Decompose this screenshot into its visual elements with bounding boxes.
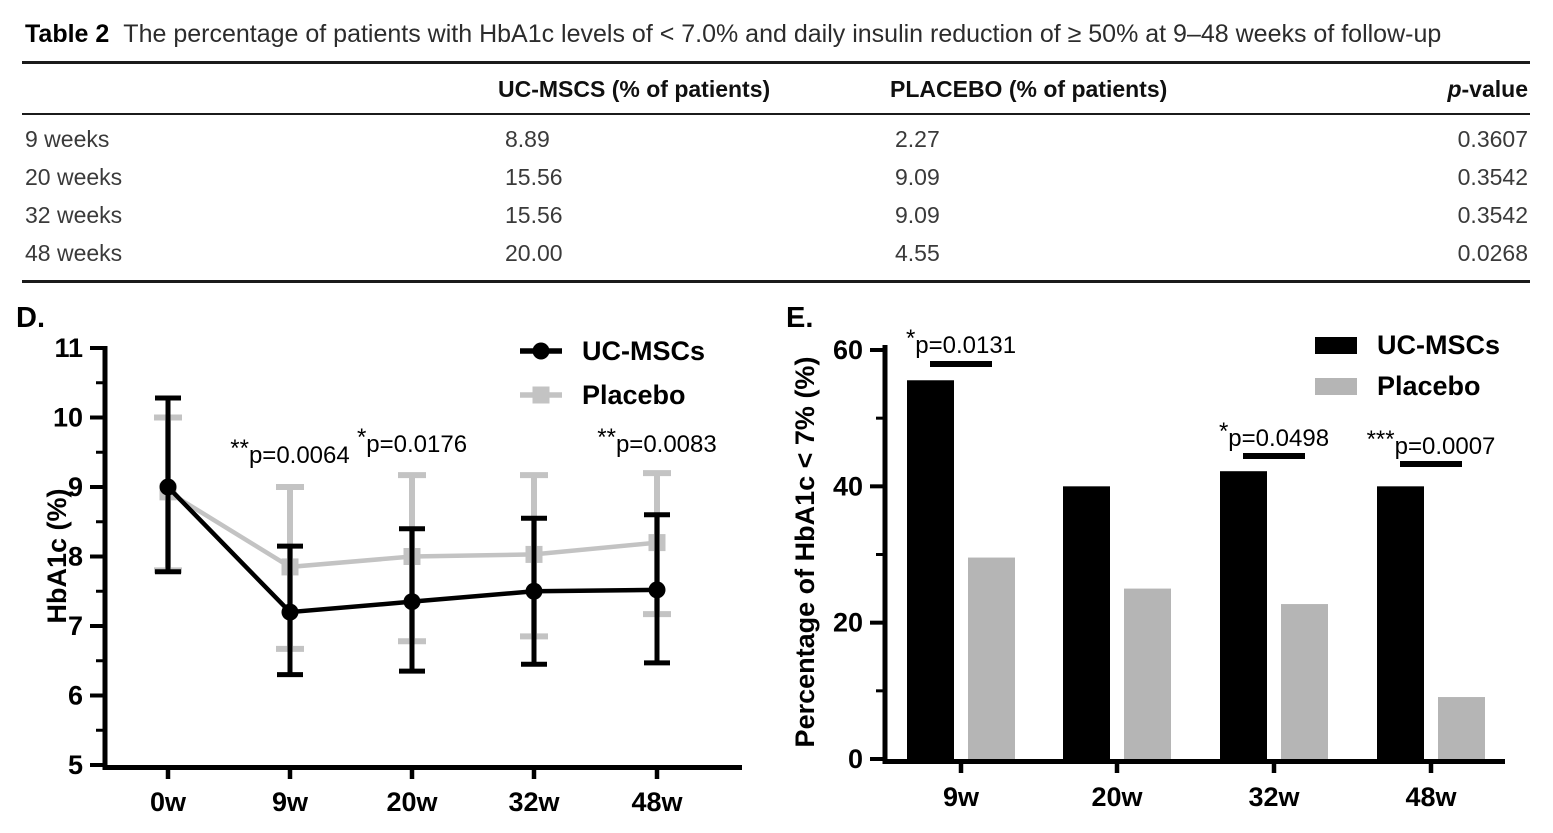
- d-data-point-circle: [281, 603, 299, 621]
- table-row: 20 weeks 15.56 9.09 0.3542: [0, 164, 1553, 194]
- e-x-tick-label: 48w: [1405, 782, 1457, 812]
- d-y-tick-label: 10: [53, 403, 83, 433]
- e-bar-placebo: [1124, 588, 1171, 759]
- d-y-tick-label: 5: [68, 750, 83, 780]
- p-value: 0.3607: [1457, 126, 1528, 152]
- ucmscs-value: 15.56: [505, 164, 563, 190]
- table-row: 9 weeks 8.89 2.27 0.3607: [0, 126, 1553, 156]
- d-data-point-circle: [403, 593, 421, 611]
- e-y-tick-label: 0: [848, 744, 863, 774]
- e-y-tick-label: 40: [833, 471, 863, 501]
- p-value: 0.0268: [1457, 240, 1528, 266]
- legend-marker-circle: [532, 342, 550, 360]
- p-rest: -value: [1461, 76, 1528, 102]
- table-rule-mid: [22, 113, 1530, 115]
- legend-label: Placebo: [582, 380, 686, 410]
- d-data-point-circle: [525, 582, 543, 600]
- legend-label: UC-MSCs: [582, 336, 705, 366]
- table-rule-bottom: [22, 280, 1530, 283]
- placebo-value: 4.55: [895, 240, 940, 266]
- d-y-tick-label: 8: [68, 542, 83, 572]
- row-label: 20 weeks: [25, 164, 123, 190]
- e-bar-ucmscs: [1377, 486, 1424, 759]
- e-y-tick-label: 20: [833, 608, 863, 638]
- table-title-text: The percentage of patients with HbA1c le…: [123, 20, 1442, 48]
- table-rule-top: [22, 61, 1530, 64]
- legend-swatch: [1315, 378, 1357, 395]
- d-y-axis-label: HbA1c (%): [42, 488, 72, 623]
- e-x-tick-label: 9w: [943, 782, 980, 812]
- table-row: 32 weeks 15.56 9.09 0.3542: [0, 202, 1553, 232]
- d-pvalue-annotation: **p=0.0083: [597, 424, 716, 458]
- e-bar-ucmscs: [1063, 486, 1110, 759]
- e-pvalue-annotation: *p=0.0131: [906, 325, 1016, 359]
- p-italic: p: [1447, 76, 1462, 102]
- panel-d-label: D.: [16, 302, 45, 334]
- p-value: 0.3542: [1457, 164, 1528, 190]
- e-axes: [882, 345, 1505, 764]
- d-pvalue-annotation: **p=0.0064: [230, 435, 349, 469]
- e-y-tick-label: 60: [833, 335, 863, 365]
- column-header-placebo: PLACEBO (% of patients): [890, 76, 1168, 102]
- column-header-pvalue: p-value: [1280, 76, 1528, 103]
- d-pvalue-annotation: *p=0.0176: [357, 424, 467, 458]
- d-x-tick-label: 0w: [150, 787, 187, 817]
- p-value: 0.3542: [1457, 202, 1528, 228]
- e-bar-placebo: [1438, 697, 1485, 759]
- ucmscs-value: 8.89: [505, 126, 550, 152]
- line-chart-hba1c: 5 6 7 8 9 10 11 0w 9w 20w 32w 48w HbA1c (%) UC-MSCs Pl…: [42, 333, 742, 817]
- table-title: Table 2 The percentage of patients with H…: [25, 20, 1441, 49]
- legend-marker-square: [532, 386, 550, 404]
- d-y-tick-label: 6: [68, 681, 83, 711]
- d-y-tick-label: 11: [54, 333, 83, 363]
- row-label: 32 weeks: [25, 202, 123, 228]
- e-bar-placebo: [1281, 604, 1328, 759]
- panel-e-label: E.: [786, 302, 814, 334]
- d-y-tick-label: 9: [68, 472, 83, 502]
- bar-chart-hba1c-under-7: 0 20 40 60 9w 20w 32w 48w Percentage of HbA1c < …: [790, 325, 1505, 812]
- placebo-value: 9.09: [895, 164, 940, 190]
- table-row: 48 weeks 20.00 4.55 0.0268: [0, 240, 1553, 270]
- column-header-ucmscs: UC-MSCS (% of patients): [498, 76, 771, 102]
- d-data-point-circle: [648, 581, 666, 599]
- d-data-point-circle: [159, 478, 177, 496]
- placebo-value: 2.27: [895, 126, 940, 152]
- table-title-label: Table 2: [25, 20, 110, 48]
- d-y-tick-label: 7: [68, 611, 83, 641]
- row-label: 9 weeks: [25, 126, 110, 152]
- e-x-tick-label: 32w: [1248, 782, 1300, 812]
- e-pvalue-annotation: *p=0.0498: [1219, 418, 1329, 452]
- d-x-tick-label: 32w: [508, 787, 560, 817]
- d-x-tick-label: 48w: [631, 787, 683, 817]
- d-x-tick-label: 20w: [386, 787, 438, 817]
- legend-label: UC-MSCs: [1377, 330, 1500, 360]
- e-y-axis-label: Percentage of HbA1c < 7% (%): [790, 357, 820, 748]
- d-x-tick-label: 9w: [272, 787, 309, 817]
- legend-swatch: [1315, 337, 1357, 354]
- placebo-value: 9.09: [895, 202, 940, 228]
- row-label: 48 weeks: [25, 240, 123, 266]
- ucmscs-value: 20.00: [505, 240, 563, 266]
- e-pvalue-annotation: ***p=0.0007: [1367, 426, 1496, 460]
- e-x-tick-label: 20w: [1091, 782, 1143, 812]
- e-bar-ucmscs: [1220, 471, 1267, 759]
- e-bar-ucmscs: [907, 380, 954, 759]
- ucmscs-value: 15.56: [505, 202, 563, 228]
- e-bar-placebo: [968, 557, 1015, 759]
- legend-label: Placebo: [1377, 371, 1481, 401]
